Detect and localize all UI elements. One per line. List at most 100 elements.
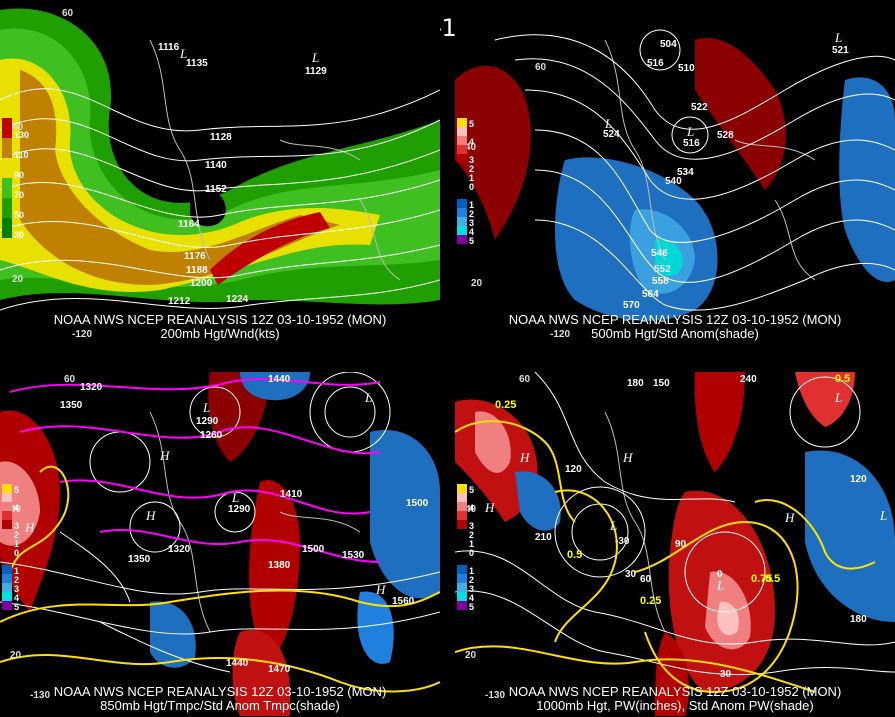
svg-text:1350: 1350 (60, 400, 83, 411)
svg-text:4: 4 (469, 227, 474, 237)
anom-neg-east (839, 77, 895, 282)
svg-text:5: 5 (469, 485, 474, 495)
anom-neg-east (370, 430, 440, 599)
coastline (604, 411, 666, 633)
svg-text:60: 60 (640, 574, 652, 585)
contour-labels: 1320 1350 1290 1260 1410 1440 1380 1500 … (24, 374, 429, 675)
coastline (149, 39, 401, 281)
svg-text:L: L (686, 124, 694, 139)
map-500mb: 504 510 516 522 528 534 540 546 552 558 … (455, 29, 895, 340)
svg-text:H: H (519, 450, 530, 465)
panel-500mb: 504 510 516 522 528 534 540 546 552 558 … (455, 0, 895, 345)
anom-neg-sw (150, 601, 196, 668)
svg-text:L: L (311, 50, 319, 65)
svg-text:30: 30 (14, 230, 24, 240)
svg-text:4: 4 (469, 137, 474, 147)
svg-text:L: L (834, 30, 842, 45)
svg-text:L: L (716, 578, 724, 593)
svg-text:558: 558 (652, 276, 669, 287)
height-contours (494, 29, 895, 311)
svg-text:L: L (604, 116, 612, 131)
svg-text:0.25: 0.25 (640, 595, 661, 607)
svg-text:1: 1 (469, 566, 474, 576)
svg-text:0: 0 (717, 569, 723, 580)
svg-text:L: L (834, 390, 842, 405)
svg-text:60: 60 (535, 62, 547, 73)
svg-text:1500: 1500 (406, 498, 429, 509)
svg-text:3: 3 (14, 584, 19, 594)
svg-text:H: H (375, 582, 386, 597)
svg-text:1140: 1140 (205, 160, 227, 171)
svg-text:30: 30 (625, 569, 637, 580)
svg-text:0: 0 (14, 548, 19, 558)
wind-band-fast (20, 70, 340, 285)
svg-text:2: 2 (469, 530, 474, 540)
height-contours (0, 88, 440, 311)
wind-legend: 130 110 90 70 50 30 (2, 118, 29, 240)
svg-text:1116: 1116 (158, 42, 180, 53)
svg-text:-30: -30 (615, 536, 630, 547)
svg-text:2: 2 (469, 164, 474, 174)
panel-1000mb: 180 150 120 210 30 60 90 0 -30 240 120 1… (455, 372, 895, 717)
svg-text:1530: 1530 (342, 550, 365, 561)
svg-text:180: 180 (850, 614, 867, 625)
anom-pos-west-core (475, 411, 511, 473)
svg-text:L: L (879, 508, 887, 523)
height-contours (455, 372, 895, 676)
pw-labels: 0.25 0.5 0.75 0.25 0.5 0.5 (495, 373, 850, 607)
panel-credit: NOAA NWS NCEP REANALYSIS 12Z 03-10-1952 … (508, 684, 842, 699)
svg-text:110: 110 (14, 150, 29, 160)
svg-text:1164: 1164 (178, 219, 200, 230)
svg-text:2: 2 (14, 575, 19, 585)
svg-text:4: 4 (469, 593, 474, 603)
svg-text:-130: -130 (485, 690, 505, 701)
svg-text:0.5: 0.5 (765, 573, 780, 585)
svg-text:2: 2 (469, 209, 474, 219)
svg-text:1188: 1188 (186, 265, 208, 276)
svg-text:522: 522 (691, 102, 708, 113)
svg-text:524: 524 (603, 129, 620, 140)
svg-text:H: H (159, 448, 170, 463)
anom-neg-center (655, 239, 684, 277)
anom-neg-se (357, 591, 394, 664)
svg-text:90: 90 (14, 170, 24, 180)
svg-text:521: 521 (832, 45, 849, 56)
svg-text:0: 0 (469, 548, 474, 558)
anom-pos-west (455, 65, 531, 240)
svg-text:528: 528 (717, 130, 734, 141)
panel-field-label: 500mb Hgt/Std Anom(shade) (591, 326, 759, 341)
coastline (604, 39, 816, 281)
lat-labels: 60 40 20 -120 (465, 62, 570, 340)
svg-text:5: 5 (469, 602, 474, 612)
svg-text:-120: -120 (550, 329, 570, 340)
svg-text:534: 534 (677, 167, 694, 178)
svg-text:4: 4 (14, 593, 19, 603)
panel-field-label: 1000mb Hgt, PW(inches), Std Anom PW(shad… (536, 698, 814, 713)
svg-text:1: 1 (469, 539, 474, 549)
svg-text:1350: 1350 (128, 554, 151, 565)
contour-labels: 504 510 516 522 528 534 540 546 552 558 … (603, 30, 849, 311)
svg-text:H: H (784, 510, 795, 525)
map-200mb: 1116 1128 1140 1152 1164 1176 1188 1200 … (0, 0, 440, 340)
svg-text:1470: 1470 (268, 664, 291, 675)
svg-text:516: 516 (683, 138, 700, 149)
svg-text:210: 210 (535, 532, 552, 543)
svg-text:180: 180 (627, 378, 644, 389)
temperature-contours-warm (0, 465, 440, 693)
svg-text:1212: 1212 (168, 296, 191, 307)
svg-text:5: 5 (469, 236, 474, 246)
svg-text:0.25: 0.25 (495, 399, 516, 411)
svg-text:0: 0 (469, 182, 474, 192)
svg-text:1: 1 (14, 539, 19, 549)
map-1000mb: 180 150 120 210 30 60 90 0 -30 240 120 1… (455, 372, 895, 716)
svg-text:20: 20 (471, 278, 483, 289)
svg-text:1135: 1135 (186, 58, 208, 69)
anom-pos-east (695, 38, 786, 190)
svg-text:20: 20 (12, 274, 24, 285)
svg-text:20: 20 (10, 650, 22, 661)
svg-text:120: 120 (850, 474, 867, 485)
svg-text:60: 60 (64, 374, 76, 385)
svg-text:70: 70 (14, 190, 24, 200)
svg-text:1: 1 (14, 566, 19, 576)
svg-text:L: L (202, 400, 210, 415)
